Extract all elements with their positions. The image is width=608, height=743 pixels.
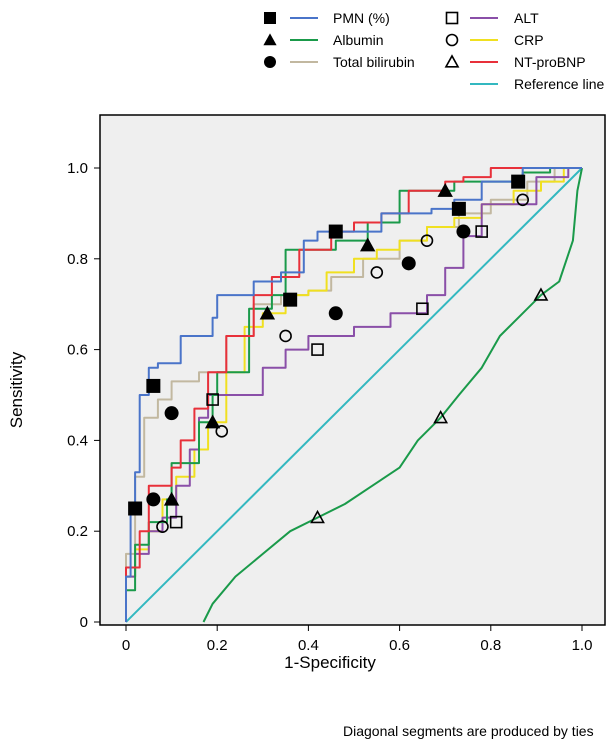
data-point-marker: [533, 287, 549, 301]
data-point-marker: [433, 410, 449, 424]
legend-marker: [445, 33, 459, 47]
series-line: [125, 167, 583, 623]
y-tick-label: 0.4: [67, 432, 88, 449]
data-point-marker: [359, 237, 376, 252]
plot-series: [125, 167, 583, 623]
data-point-marker: [328, 306, 343, 321]
plot-markers: [128, 174, 549, 533]
x-tick-label: 0.8: [480, 637, 501, 654]
y-tick-label: 1.0: [67, 160, 88, 177]
y-tick-label: 0: [80, 614, 88, 631]
data-point-marker: [511, 174, 526, 189]
data-point-marker: [128, 501, 143, 516]
legend-marker: [444, 54, 460, 68]
series-line: [125, 167, 582, 622]
legend-label: CRP: [514, 32, 544, 48]
series-line: [202, 167, 583, 623]
data-point-marker: [146, 378, 161, 393]
legend-label: ALT: [514, 10, 539, 26]
footnote: Diagonal segments are produced by ties: [343, 723, 594, 739]
x-tick-label: 1.0: [572, 637, 593, 654]
legend-marker: [264, 56, 276, 68]
x-axis-label: 1-Specificity: [284, 653, 376, 672]
series-line: [125, 167, 582, 622]
data-point-marker: [328, 224, 343, 239]
data-point-marker: [420, 234, 434, 247]
data-point-marker: [283, 292, 298, 307]
y-tick-label: 0.6: [67, 342, 88, 359]
legend-marker: [445, 11, 459, 25]
data-point-marker: [163, 491, 180, 506]
legend-label: Albumin: [333, 32, 384, 48]
legend-label: Total bilirubin: [333, 54, 415, 70]
data-point-marker: [401, 256, 416, 271]
x-tick-label: 0.2: [207, 637, 228, 654]
legend-marker: [264, 12, 276, 24]
legend-marker: [263, 33, 277, 46]
data-point-marker: [456, 224, 471, 239]
data-point-marker: [437, 183, 453, 197]
legend: PMN (%) Albumin Total bilirubin ALT CRP NT-pr…: [263, 10, 604, 92]
data-point-marker: [156, 520, 169, 533]
y-tick-label: 0.8: [67, 251, 88, 268]
data-point-marker: [206, 393, 219, 406]
x-tick-label: 0: [122, 637, 130, 654]
y-tick-label: 0.2: [67, 523, 88, 540]
data-point-marker: [516, 193, 530, 207]
x-tick-label: 0.6: [389, 637, 410, 654]
data-point-marker: [279, 329, 292, 343]
series-line: [125, 167, 582, 622]
data-point-marker: [215, 425, 229, 438]
data-point-marker: [370, 266, 384, 279]
data-point-marker: [164, 406, 179, 421]
legend-label: NT-proBNP: [514, 54, 586, 70]
data-point-marker: [311, 343, 324, 356]
data-point-marker: [451, 201, 466, 216]
data-point-marker: [310, 509, 325, 524]
data-point-marker: [416, 302, 429, 316]
data-point-marker: [204, 414, 221, 429]
legend-label: Reference line: [514, 76, 604, 92]
x-tick-label: 0.4: [298, 637, 319, 654]
legend-label: PMN (%): [333, 10, 390, 26]
data-point-marker: [475, 225, 488, 238]
y-axis-label: Sensitivity: [7, 351, 26, 428]
data-point-marker: [259, 305, 276, 320]
data-point-marker: [146, 492, 161, 507]
axes-ticks: 0 0.2 0.4 0.6 0.8 1.0 0 0.2 0.4 0.6 0.8 1.0: [67, 160, 592, 654]
data-point-marker: [169, 515, 183, 529]
